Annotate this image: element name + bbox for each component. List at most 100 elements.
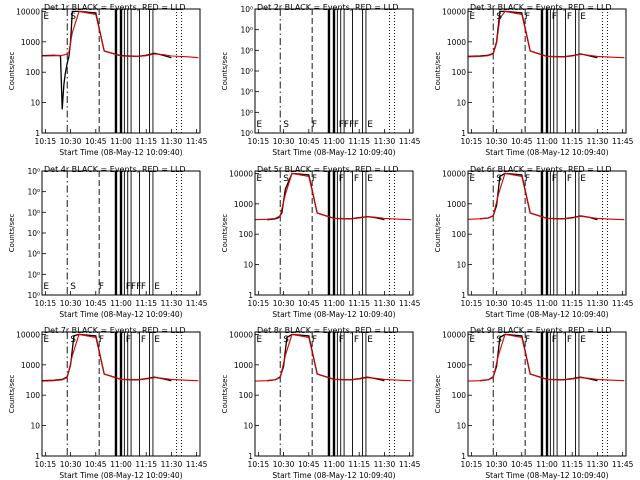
lld-series-line bbox=[254, 172, 412, 221]
event-letter: E bbox=[367, 120, 373, 130]
panel-title: Det 9r BLACK = Events, RED = LLD bbox=[470, 326, 612, 335]
x-tick-label: 11:00 bbox=[110, 299, 132, 308]
y-axis-label: Counts/sec bbox=[8, 52, 16, 91]
x-tick-label: 11:30 bbox=[587, 460, 609, 469]
x-tick-label: 11:30 bbox=[374, 299, 396, 308]
x-tick-label: 10:45 bbox=[298, 137, 320, 146]
y-tick-label: 10000 bbox=[442, 330, 466, 339]
y-tick-label: 10000 bbox=[16, 330, 40, 339]
event-letter: E bbox=[367, 335, 373, 345]
y-tick-label: 1000 bbox=[21, 361, 40, 370]
lld-series-line bbox=[467, 10, 625, 59]
y-tick-label: 100 bbox=[452, 391, 467, 400]
detector-panel-1: 10:15 10:30 10:45 11:00 11:15 11:30 11:45 1 10 10… bbox=[8, 3, 208, 157]
y-tick-label: 10000 bbox=[442, 7, 466, 16]
event-letter: E bbox=[367, 174, 373, 184]
lld-series-line bbox=[41, 10, 199, 59]
y-axis-label: Counts/sec bbox=[434, 375, 442, 414]
x-tick-label: 11:15 bbox=[135, 137, 157, 146]
x-tick-label: 11:00 bbox=[536, 299, 558, 308]
x-tick-label: 11:45 bbox=[612, 299, 634, 308]
y-tick-label: 10⁰ bbox=[240, 108, 253, 117]
event-letter: F bbox=[312, 120, 317, 130]
y-tick-label: 10000 bbox=[442, 169, 466, 178]
x-tick-label: 11:45 bbox=[612, 460, 634, 469]
x-tick-label: 11:00 bbox=[323, 299, 345, 308]
y-axis-label: Counts/sec bbox=[221, 375, 229, 414]
x-tick-label: 10:45 bbox=[85, 137, 107, 146]
y-axis-label: Counts/sec bbox=[8, 375, 16, 414]
event-letter: S bbox=[283, 174, 289, 184]
x-tick-label: 11:00 bbox=[323, 137, 345, 146]
y-tick-label: 10 bbox=[243, 261, 253, 270]
x-tick-label: 10:30 bbox=[486, 137, 508, 146]
event-letter: F bbox=[567, 12, 572, 22]
event-letter: F bbox=[354, 120, 359, 130]
x-tick-label: 11:15 bbox=[348, 299, 370, 308]
x-tick-label: 11:00 bbox=[110, 460, 132, 469]
x-tick-label: 11:15 bbox=[135, 299, 157, 308]
event-letter: E bbox=[43, 12, 49, 22]
x-tick-label: 11:45 bbox=[186, 460, 208, 469]
x-tick-label: 10:30 bbox=[273, 299, 295, 308]
x-tick-label: 11:45 bbox=[612, 137, 634, 146]
event-letter: F bbox=[312, 174, 317, 184]
event-letter: E bbox=[580, 174, 586, 184]
panel-title: Det 8r BLACK = Events, RED = LLD bbox=[257, 326, 399, 335]
event-letter: E bbox=[256, 335, 262, 345]
y-tick-label: 100 bbox=[26, 68, 41, 77]
y-tick-label: 10000 bbox=[229, 330, 253, 339]
y-tick-label: 1000 bbox=[21, 38, 40, 47]
event-letter: FFF bbox=[126, 282, 142, 292]
y-tick-label: 1 bbox=[461, 129, 466, 138]
x-tick-label: 11:30 bbox=[374, 137, 396, 146]
event-letter: F bbox=[354, 174, 359, 184]
lld-series-line bbox=[254, 333, 412, 382]
x-tick-label: 10:45 bbox=[85, 460, 107, 469]
event-letter: E bbox=[469, 174, 475, 184]
lld-series-line bbox=[467, 333, 625, 382]
event-letter: F bbox=[525, 335, 530, 345]
y-tick-label: 10⁰ bbox=[27, 250, 40, 259]
x-tick-label: 10:45 bbox=[511, 137, 533, 146]
x-tick-label: 10:15 bbox=[461, 460, 483, 469]
y-tick-label: 100 bbox=[239, 230, 254, 239]
y-tick-label: 10 bbox=[456, 99, 466, 108]
event-letter: S bbox=[496, 335, 502, 345]
x-tick-label: 11:45 bbox=[399, 460, 421, 469]
event-letter: E bbox=[43, 335, 49, 345]
x-axis-label: Start Time (08-May-12 10:09:40) bbox=[59, 148, 182, 157]
x-tick-label: 10:45 bbox=[511, 460, 533, 469]
x-tick-label: 11:15 bbox=[348, 137, 370, 146]
events-series-line bbox=[41, 10, 172, 110]
x-tick-label: 11:30 bbox=[374, 460, 396, 469]
x-axis-label: Start Time (08-May-12 10:09:40) bbox=[485, 471, 608, 480]
y-axis-label: Counts/sec bbox=[8, 214, 16, 253]
y-tick-label: 1 bbox=[248, 291, 253, 300]
x-tick-label: 11:00 bbox=[536, 137, 558, 146]
y-tick-label: 1 bbox=[461, 452, 466, 461]
event-letter: E bbox=[580, 335, 586, 345]
x-tick-label: 11:15 bbox=[561, 460, 583, 469]
panel-title: Det 4r BLACK = Events, RED = LLD bbox=[44, 165, 186, 174]
y-tick-label: 10⁰ bbox=[27, 208, 40, 217]
detector-panel-9: 10:15 10:30 10:45 11:00 11:15 11:30 11:45 1 10 10… bbox=[434, 326, 634, 480]
y-tick-label: 10 bbox=[30, 422, 40, 431]
y-tick-label: 10⁰ bbox=[240, 88, 253, 97]
event-letter: E bbox=[580, 12, 586, 22]
event-letter: F bbox=[339, 335, 344, 345]
x-axis-label: Start Time (08-May-12 10:09:40) bbox=[272, 148, 395, 157]
detector-panel-8: 10:15 10:30 10:45 11:00 11:15 11:30 11:45 1 10 10… bbox=[221, 326, 421, 480]
y-tick-label: 10⁰ bbox=[27, 229, 40, 238]
y-tick-label: 1000 bbox=[234, 200, 253, 209]
x-axis-label: Start Time (08-May-12 10:09:40) bbox=[59, 471, 182, 480]
events-series-line bbox=[41, 333, 172, 382]
x-tick-label: 11:00 bbox=[536, 460, 558, 469]
y-tick-label: 1000 bbox=[234, 361, 253, 370]
x-tick-label: 11:45 bbox=[186, 299, 208, 308]
event-letter: F bbox=[99, 335, 104, 345]
panel-title: Det 5r BLACK = Events, RED = LLD bbox=[257, 165, 399, 174]
event-letter: F bbox=[525, 174, 530, 184]
x-tick-label: 10:15 bbox=[35, 299, 57, 308]
x-axis-label: Start Time (08-May-12 10:09:40) bbox=[485, 310, 608, 319]
